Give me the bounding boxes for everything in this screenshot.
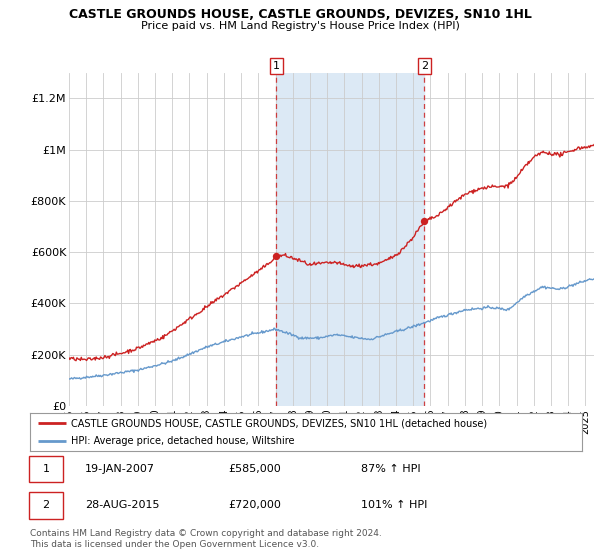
Point xyxy=(419,217,429,226)
Text: 1: 1 xyxy=(273,61,280,71)
Text: 87% ↑ HPI: 87% ↑ HPI xyxy=(361,464,421,474)
Point xyxy=(272,251,281,260)
FancyBboxPatch shape xyxy=(29,492,63,519)
Text: CASTLE GROUNDS HOUSE, CASTLE GROUNDS, DEVIZES, SN10 1HL (detached house): CASTLE GROUNDS HOUSE, CASTLE GROUNDS, DE… xyxy=(71,418,488,428)
Text: £585,000: £585,000 xyxy=(229,464,281,474)
Text: 101% ↑ HPI: 101% ↑ HPI xyxy=(361,501,428,510)
Text: 1: 1 xyxy=(43,464,50,474)
Text: 2: 2 xyxy=(421,61,428,71)
Text: CASTLE GROUNDS HOUSE, CASTLE GROUNDS, DEVIZES, SN10 1HL: CASTLE GROUNDS HOUSE, CASTLE GROUNDS, DE… xyxy=(68,8,532,21)
Bar xyxy=(277,73,424,406)
Text: Price paid vs. HM Land Registry's House Price Index (HPI): Price paid vs. HM Land Registry's House … xyxy=(140,21,460,31)
Text: 2: 2 xyxy=(43,501,50,510)
Text: HPI: Average price, detached house, Wiltshire: HPI: Average price, detached house, Wilt… xyxy=(71,436,295,446)
FancyBboxPatch shape xyxy=(29,456,63,482)
Text: 28-AUG-2015: 28-AUG-2015 xyxy=(85,501,160,510)
Text: Contains HM Land Registry data © Crown copyright and database right 2024.
This d: Contains HM Land Registry data © Crown c… xyxy=(30,529,382,549)
Text: 19-JAN-2007: 19-JAN-2007 xyxy=(85,464,155,474)
Text: £720,000: £720,000 xyxy=(229,501,281,510)
